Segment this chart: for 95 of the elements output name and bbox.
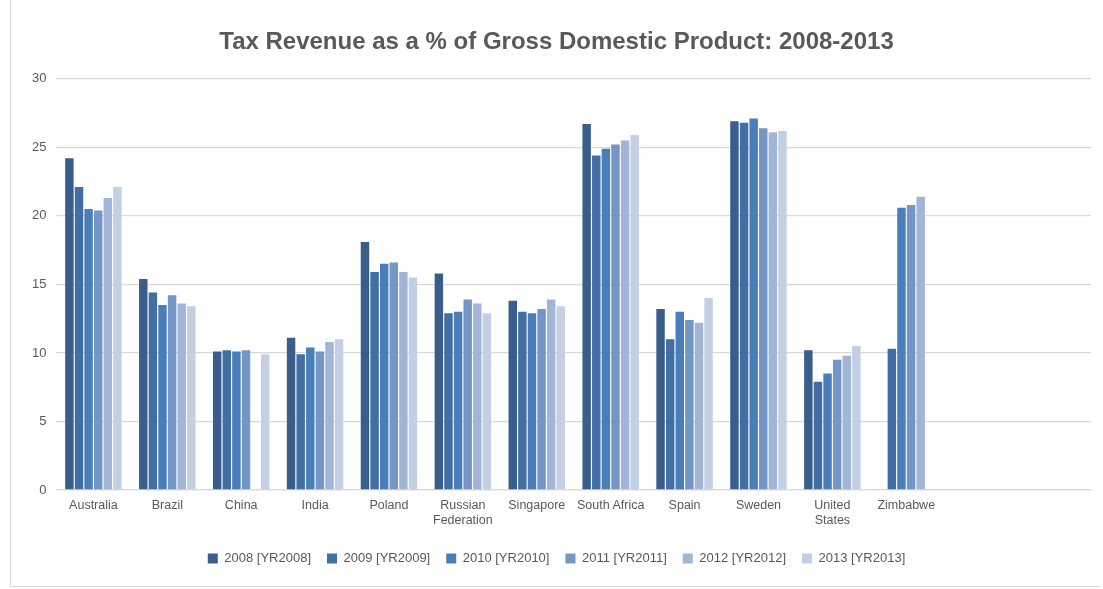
bar (177, 303, 186, 490)
bar (334, 339, 344, 490)
bar (620, 140, 630, 490)
x-tick-label: Sweden (735, 497, 782, 512)
bar (656, 309, 665, 490)
legend-label: 2010 [YR2010] (462, 550, 550, 566)
bar (325, 341, 334, 490)
y-tick-label: 0 (39, 481, 47, 497)
legend-label: 2013 [YR2013] (818, 550, 906, 566)
bar (473, 303, 482, 490)
bar (74, 187, 84, 490)
bar (84, 209, 93, 490)
bar (158, 304, 167, 490)
bar (360, 241, 370, 490)
bar (887, 348, 897, 490)
chart-title: Tax Revenue as a % of Gross Domestic Product: 2008-2013 (219, 27, 894, 55)
bar (813, 381, 823, 490)
bar (241, 350, 251, 490)
legend-label: 2009 [YR2009] (343, 550, 431, 566)
bar (704, 298, 713, 490)
bar (444, 313, 453, 490)
x-tick-label: Brazil (151, 497, 183, 512)
x-tick-label: Australia (69, 497, 118, 512)
y-tick-label: 20 (31, 207, 47, 223)
bar (103, 198, 113, 490)
bar (665, 339, 675, 490)
x-tick-label: Spain (668, 497, 701, 512)
y-tick-label: 15 (31, 275, 47, 291)
bar (768, 132, 778, 490)
bar (518, 311, 527, 490)
bar (694, 322, 704, 490)
bar (315, 351, 325, 490)
bar (139, 278, 148, 490)
bar (482, 313, 492, 490)
bar (113, 187, 122, 490)
bar (556, 306, 566, 490)
bar (408, 277, 418, 490)
bar (906, 204, 916, 490)
y-tick-label: 30 (31, 70, 47, 86)
bar (842, 355, 851, 490)
bar (739, 122, 749, 490)
bar (804, 350, 813, 490)
x-tick-label: Zimbabwe (877, 497, 936, 512)
bar (65, 158, 74, 490)
x-tick-label: India (301, 497, 329, 512)
bar (916, 196, 925, 490)
x-tick-label: Poland (369, 497, 409, 512)
bar (389, 262, 399, 490)
bar (823, 373, 832, 490)
bar (399, 272, 408, 490)
bar (260, 354, 270, 490)
bar (167, 295, 177, 490)
legend-label: 2012 [YR2012] (699, 550, 786, 566)
bar (546, 299, 556, 490)
bar (187, 306, 196, 490)
y-tick-label: 5 (39, 413, 47, 429)
bar (675, 311, 684, 490)
bar (148, 292, 158, 490)
bar (434, 273, 444, 490)
bar (749, 118, 758, 490)
bar (508, 300, 517, 490)
bar (537, 309, 546, 490)
bar (463, 299, 472, 490)
x-tick-label: Russian Federation (433, 497, 493, 527)
bar (852, 346, 861, 490)
bar (685, 320, 694, 490)
bar (212, 351, 222, 490)
bar (306, 347, 315, 490)
legend-label: 2011 [YR2011] (581, 550, 667, 566)
bar (778, 130, 787, 490)
y-tick-label: 25 (31, 138, 47, 154)
x-tick-label: United States (814, 497, 851, 527)
bar (453, 311, 463, 490)
bar (592, 155, 601, 490)
bar (296, 354, 305, 490)
y-tick-label: 10 (31, 344, 47, 360)
x-tick-label: South Africa (576, 497, 645, 512)
bar (222, 350, 232, 490)
bar (286, 337, 296, 490)
bar (582, 124, 591, 490)
bar (832, 359, 842, 490)
bar (730, 121, 739, 490)
bar (527, 313, 537, 490)
bar (759, 128, 768, 490)
bar (379, 263, 389, 490)
bar (232, 351, 241, 490)
bar (611, 144, 620, 490)
bar (93, 210, 103, 490)
x-tick-label: China (224, 497, 258, 512)
bar (601, 148, 611, 490)
bar (370, 272, 379, 490)
x-tick-label: Singapore (508, 497, 566, 512)
bar (897, 207, 906, 490)
bar (630, 135, 639, 490)
legend-label: 2008 [YR2008] (224, 550, 311, 566)
